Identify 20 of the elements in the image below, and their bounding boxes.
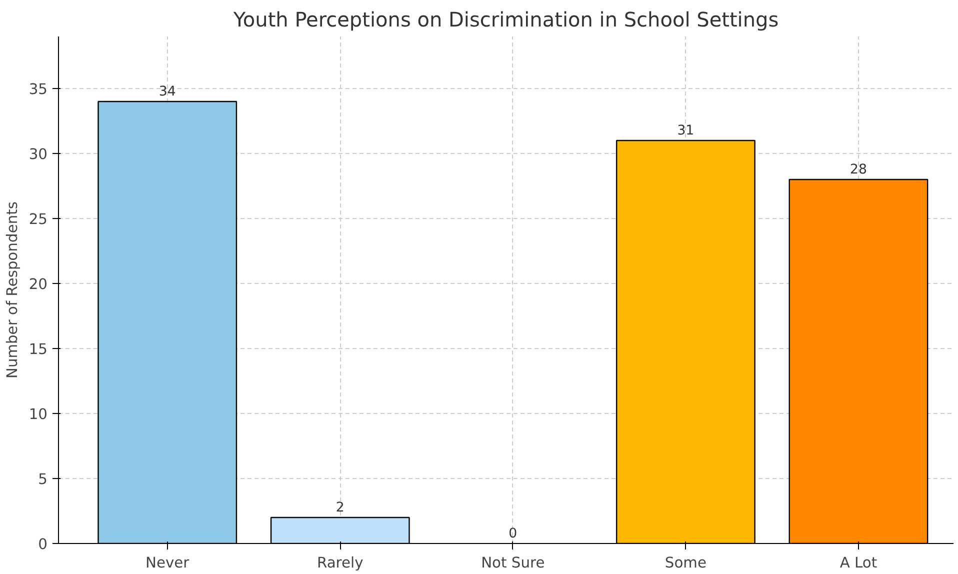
chart-title: Youth Perceptions on Discrimination in School Settings bbox=[232, 8, 779, 32]
x-tick-label: Rarely bbox=[316, 554, 364, 572]
y-tick-label: 35 bbox=[28, 81, 48, 98]
y-tick-label: 15 bbox=[28, 341, 48, 358]
y-tick-label: 30 bbox=[28, 146, 48, 163]
x-tick-label: A Lot bbox=[840, 554, 878, 572]
x-tick-label: Not Sure bbox=[481, 554, 545, 572]
x-tick-label: Some bbox=[664, 554, 706, 572]
y-tick-label: 25 bbox=[28, 211, 48, 228]
data-label: 34 bbox=[158, 84, 176, 100]
data-label: 31 bbox=[677, 124, 694, 138]
y-tick-label: 10 bbox=[28, 406, 48, 423]
y-tick-label: 0 bbox=[38, 536, 48, 553]
y-axis-title: Number of Respondents bbox=[4, 201, 21, 379]
y-tick-label: 5 bbox=[38, 471, 48, 488]
data-label: 0 bbox=[508, 526, 518, 542]
data-label: 2 bbox=[336, 500, 344, 516]
x-tick-label: Never bbox=[146, 554, 190, 572]
data-label: 28 bbox=[850, 162, 867, 178]
y-tick-label: 20 bbox=[28, 276, 48, 293]
